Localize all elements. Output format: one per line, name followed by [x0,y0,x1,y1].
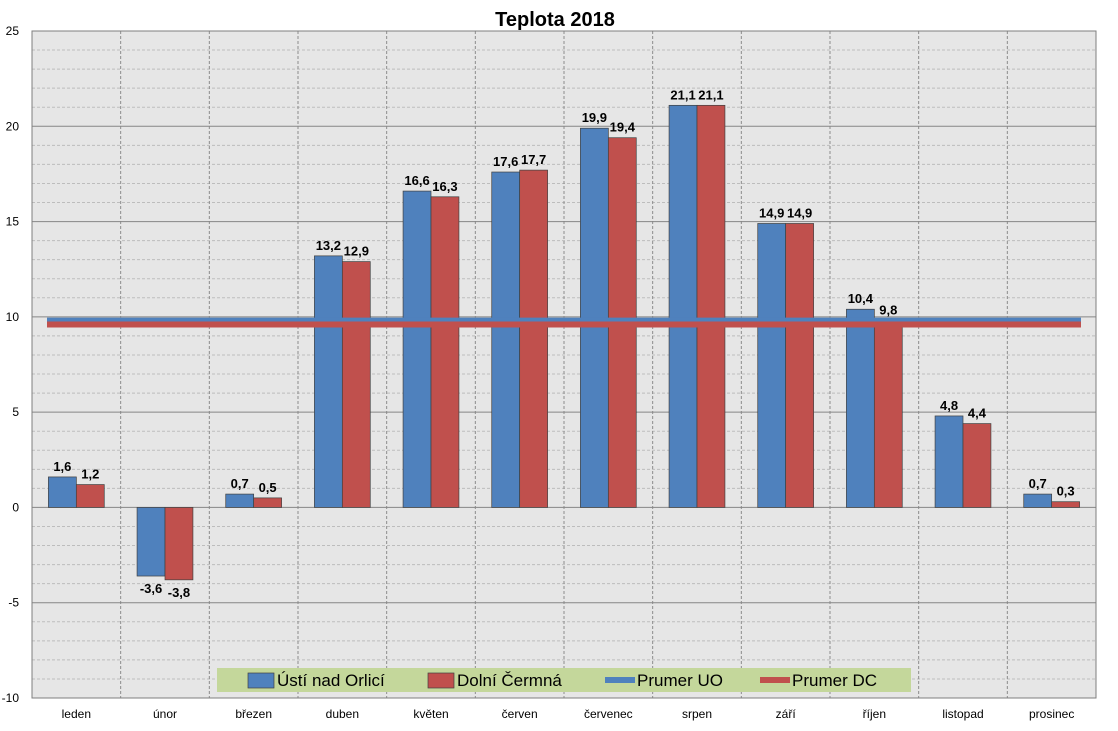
bar-červen-s2 [519,169,548,508]
data-label: 21,1 [698,87,723,102]
data-label: 0,7 [231,476,249,491]
legend-label-4: Prumer DC [792,671,877,690]
data-label: 0,3 [1057,484,1075,499]
bar-leden-s1 [48,476,77,508]
x-tick-label: srpen [682,707,712,721]
legend-box [217,668,911,692]
axes: 25 20 15 10 5 0 -5 -10 leden únor březen duben květe… [2,24,1075,721]
data-label: 0,7 [1029,476,1047,491]
data-label: 9,8 [879,303,897,318]
bar-prosinec-s2 [1051,501,1080,508]
bar-září-s2 [785,223,814,508]
grid [32,30,1096,699]
data-label: -3,6 [140,581,162,596]
data-label: 4,4 [968,406,987,421]
data-label: -3,8 [168,585,190,600]
y-tick-label: 5 [12,405,19,419]
bar-květen-s1 [402,190,432,508]
data-label: 17,6 [493,154,518,169]
y-tick-label: 20 [6,119,20,133]
bar-září-s1 [757,223,787,508]
bar-duben-s1 [314,255,343,508]
bar-říjen-s2 [873,320,903,508]
x-tick-label: říjen [863,707,886,721]
bar-říjen-s1 [846,308,875,508]
bar-květen-s2 [430,196,460,508]
data-labels: 1,6 -3,6 0,7 13,2 16,6 17,6 19,9 21,1 14,9 10,4 4,… [53,87,1074,600]
bar-březen-s1 [225,493,255,508]
data-label: 1,6 [53,459,71,474]
y-tick-label: 25 [6,24,20,38]
plot-border [31,30,1097,699]
x-tick-label: únor [153,707,177,721]
bar-březen-s2 [253,497,282,508]
bar-červen-s1 [491,171,521,508]
data-label: 4,8 [940,398,958,413]
bar-prosinec-s1 [1023,493,1053,508]
x-tick-label: březen [235,707,272,721]
data-label: 21,1 [670,87,695,102]
data-label: 0,5 [259,480,277,495]
data-label: 1,2 [81,467,99,482]
data-label: 12,9 [344,244,369,259]
y-tick-label: -10 [2,691,20,705]
bar-srpen-s2 [696,104,726,508]
data-label: 16,3 [432,179,457,194]
x-tick-label: listopad [942,707,983,721]
x-tick-label: září [776,707,797,721]
bar-únor-s1 [136,507,166,577]
chart-title: Teplota 2018 [495,9,615,31]
data-label: 16,6 [404,173,429,188]
legend-swatch-1 [247,672,275,689]
bar-listopad-s2 [962,423,992,508]
y-tick-label: 15 [6,215,20,229]
x-tick-label: červen [502,707,538,721]
legend-label-2: Dolní Čermná [457,671,562,690]
bar-srpen-s1 [668,104,698,508]
bar-únor-s2 [164,507,194,581]
x-tick-label: červenec [584,707,633,721]
average-lines [47,317,1081,328]
data-label: 14,9 [759,205,784,220]
data-label: 14,9 [787,205,812,220]
y-tick-label: 10 [6,310,20,324]
data-label: 19,4 [610,120,636,135]
legend-label-1: Ústí nad Orlicí [277,671,385,690]
x-tick-label: leden [62,707,91,721]
y-tick-label: -5 [8,596,19,610]
legend-swatch-2 [427,672,455,689]
bar-leden-s2 [75,484,105,508]
legend: Ústí nad Orlicí Dolní Čermná Prumer UO Prum… [217,668,911,692]
x-tick-label: duben [326,707,359,721]
bar-duben-s2 [341,261,371,508]
x-tick-label: prosinec [1029,707,1074,721]
x-tick-label: květen [413,707,448,721]
data-label: 17,7 [521,152,546,167]
data-label: 13,2 [316,238,341,253]
data-label: 10,4 [848,291,874,306]
data-label: 19,9 [582,110,607,125]
legend-label-3: Prumer UO [637,671,723,690]
bar-listopad-s1 [934,415,964,508]
y-tick-label: 0 [12,500,19,514]
